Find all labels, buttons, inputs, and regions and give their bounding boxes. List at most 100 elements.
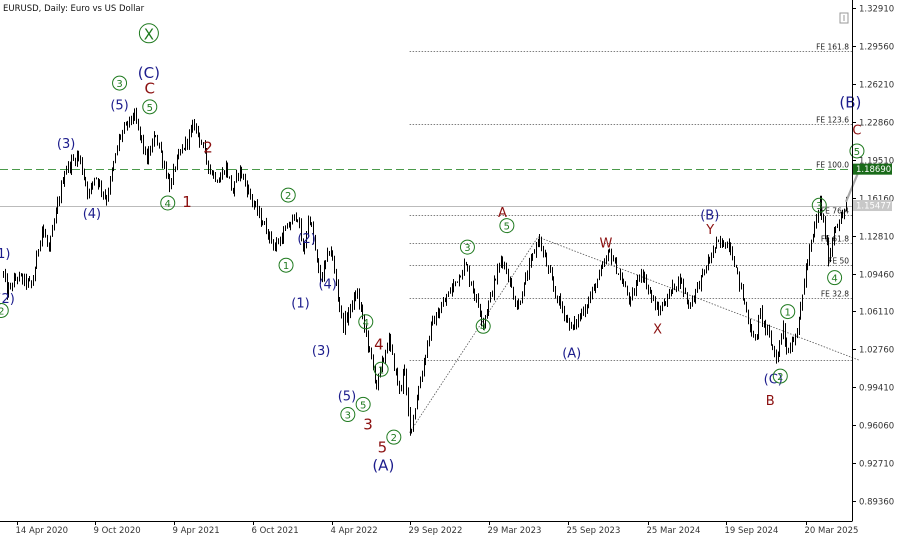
- y-tick-label: 1.32910: [859, 5, 894, 15]
- wave-label-circle: [780, 304, 796, 320]
- wave-label: 4: [480, 322, 486, 333]
- wave-label: (B): [839, 93, 861, 111]
- square-marker-icon[interactable]: [839, 12, 849, 24]
- wave-label: (A): [372, 456, 394, 474]
- wave-label: 4: [363, 318, 369, 329]
- x-tick-label: 4 Apr 2022: [331, 526, 378, 536]
- wave-label: W: [599, 237, 612, 252]
- fib-level-label: FE 123.6: [816, 116, 849, 125]
- x-tick-label: 29 Mar 2023: [488, 526, 542, 536]
- wave-label-circle: [849, 143, 865, 159]
- wave-labels: X(C)C53(5)(3)(4)421(1)(2)22(2)1(4)(1)(3)…: [0, 23, 865, 474]
- y-tick-label: 1.09460: [859, 271, 894, 281]
- wave-label: (2): [0, 292, 15, 307]
- wave-label: 5: [378, 438, 388, 456]
- y-tick-label: 0.99410: [859, 384, 894, 394]
- wave-label-circle: [827, 270, 843, 286]
- wave-label: C: [145, 80, 155, 98]
- wave-label: (3): [312, 344, 330, 359]
- wave-label: 3: [116, 79, 122, 90]
- trendlines: [409, 236, 860, 433]
- current-price-tag: [853, 200, 892, 212]
- wave-label: 3: [345, 411, 351, 422]
- wave-label: (4): [318, 277, 336, 292]
- resistance-price-tag: [853, 163, 892, 175]
- wave-label: 5: [854, 147, 860, 158]
- wave-label: 1: [378, 365, 384, 376]
- x-tick-label: 9 Oct 2020: [94, 526, 141, 536]
- wave-label-circle: [811, 197, 827, 213]
- wave-label-circle: [459, 239, 475, 255]
- wave-label: Y: [705, 223, 714, 238]
- wave-label: 2: [0, 306, 4, 317]
- y-tick-label: 0.96060: [859, 422, 894, 432]
- y-tick-label: 0.92710: [859, 460, 894, 470]
- wave-label-circle: [138, 23, 159, 44]
- x-axis: 14 Apr 2020 9 Oct 2020 9 Apr 2021 6 Oct 202…: [0, 521, 858, 536]
- x-tick-label: 29 Sep 2022: [409, 526, 463, 536]
- wave-label: 3: [816, 201, 822, 212]
- fib-level-label: FE 50: [828, 257, 849, 266]
- wave-label: (C): [138, 64, 160, 82]
- wave-label: 2: [285, 191, 291, 202]
- wave-label-circle: [142, 99, 158, 115]
- wave-label-circle: [0, 302, 9, 318]
- chart-title: EURUSD, Daily: Euro vs US Dollar: [3, 4, 145, 14]
- wave-label: (B): [700, 208, 719, 223]
- wave-label-circle: [112, 75, 128, 91]
- fib-levels: FE 161.8 FE 123.6 FE 100.0 FE 76.4 FE 61.8 FE…: [0, 43, 852, 361]
- wave-label: 4: [165, 199, 171, 210]
- x-tick-label: 25 Mar 2024: [647, 526, 701, 536]
- wave-label: A: [498, 206, 507, 221]
- wave-label-circle: [373, 361, 389, 377]
- wave-label-circle: [278, 257, 294, 273]
- wave-label: X: [653, 323, 662, 338]
- y-tick-label: 1.06110: [859, 308, 894, 318]
- wave-label-circle: [340, 407, 356, 423]
- y-tick-label: 1.16160: [859, 195, 894, 205]
- wave-label: (3): [57, 137, 75, 152]
- x-tick-label: 19 Sep 2024: [725, 526, 779, 536]
- wave-label: X: [144, 25, 154, 43]
- wave-label-circle: [358, 314, 374, 330]
- wave-label: (C): [764, 372, 783, 387]
- wave-label-circle: [386, 429, 402, 445]
- wave-label: 1: [785, 308, 791, 319]
- y-tick-label: 1.19510: [859, 157, 894, 167]
- wave-label: (5): [110, 99, 128, 114]
- wave-label: 5: [504, 222, 510, 233]
- wave-label: 3: [363, 416, 373, 434]
- y-tick-label: 1.22860: [859, 119, 894, 129]
- wave-label-circle: [499, 218, 515, 234]
- fib-level-label: FE 100.0: [816, 161, 849, 170]
- y-tick-label: 1.29560: [859, 43, 894, 53]
- x-tick-label: 20 Mar 2025: [805, 526, 859, 536]
- fib-level-label: FE 61.8: [821, 235, 849, 244]
- y-axis: 1.32910 1.29560 1.26210 1.22860 1.19510 1.161…: [852, 0, 894, 521]
- wave-label: 1: [283, 261, 289, 272]
- wave-label: (5): [338, 389, 356, 404]
- wave-label: 1: [182, 193, 192, 211]
- wave-label: 4: [374, 335, 384, 353]
- x-tick-label: 6 Oct 2021: [252, 526, 299, 536]
- x-tick-label: 9 Apr 2021: [173, 526, 220, 536]
- wave-label: 4: [831, 274, 837, 285]
- price-tags: 1.18690 1.15477: [853, 163, 892, 212]
- wave-label-circle: [280, 187, 296, 203]
- wave-label: (2): [297, 232, 315, 247]
- wave-label: 5: [360, 400, 366, 411]
- current-price-label: 1.15477: [856, 202, 891, 212]
- resistance-price-label: 1.18690: [856, 165, 891, 175]
- fib-level-label: FE 161.8: [816, 43, 849, 52]
- wave-label: (4): [83, 207, 101, 222]
- y-tick-label: 1.26210: [859, 81, 894, 91]
- wave-label: C: [852, 123, 861, 138]
- wave-label: 5: [147, 103, 153, 114]
- wave-label-circle: [475, 318, 491, 334]
- wave-label-circle: [355, 396, 371, 412]
- wave-label: 2: [391, 433, 397, 444]
- wave-label: (1): [291, 297, 309, 312]
